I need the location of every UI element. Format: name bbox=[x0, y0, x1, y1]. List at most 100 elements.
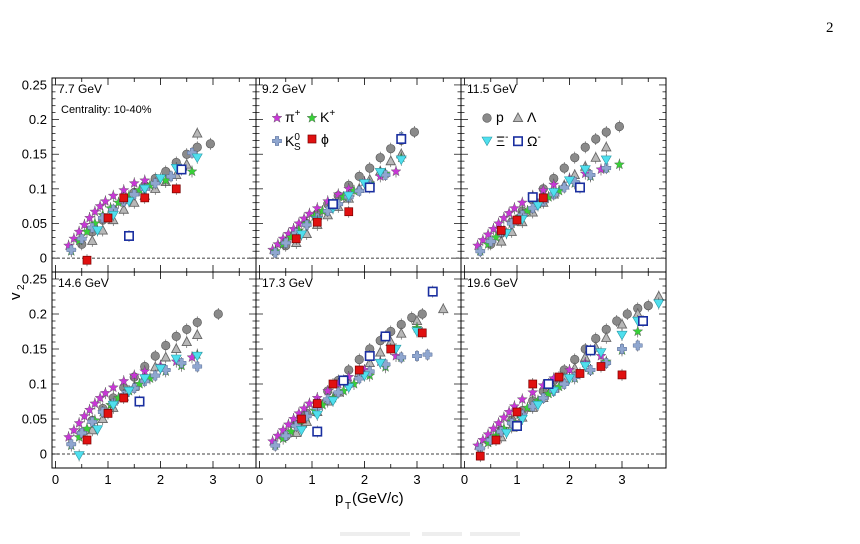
data-point bbox=[564, 364, 575, 375]
data-point bbox=[99, 195, 111, 206]
data-point bbox=[170, 354, 182, 365]
panel-title: 11.5 GeV bbox=[467, 82, 517, 96]
data-point bbox=[354, 186, 365, 196]
series-Ω- bbox=[511, 315, 648, 432]
y-tick-label: 0.2 bbox=[29, 112, 47, 127]
data-point bbox=[107, 400, 119, 411]
series-Ω- bbox=[327, 132, 407, 211]
series-φ bbox=[297, 326, 427, 425]
y-tick-label: 0 bbox=[40, 447, 47, 462]
data-point bbox=[312, 399, 322, 408]
legend-label: Ω- bbox=[527, 132, 541, 149]
data-point bbox=[270, 440, 281, 451]
data-point bbox=[354, 365, 364, 375]
series-Ξ- bbox=[91, 151, 203, 237]
data-point bbox=[91, 226, 104, 236]
data-point bbox=[364, 366, 375, 377]
data-point bbox=[482, 428, 494, 440]
data-point bbox=[396, 319, 406, 330]
data-point bbox=[512, 215, 522, 225]
data-point bbox=[295, 426, 308, 436]
legend-label: Ξ- bbox=[496, 132, 508, 149]
data-point bbox=[380, 331, 391, 342]
data-point bbox=[291, 234, 301, 244]
data-point bbox=[327, 199, 338, 210]
data-point bbox=[73, 451, 85, 461]
data-point bbox=[516, 414, 528, 425]
data-point bbox=[396, 133, 407, 144]
data-point bbox=[161, 340, 171, 351]
legend-label: Λ bbox=[527, 109, 537, 125]
data-point bbox=[493, 417, 505, 428]
data-point bbox=[491, 435, 501, 445]
data-point bbox=[107, 381, 119, 393]
data-point bbox=[192, 317, 202, 328]
panel: 14.6 GeV bbox=[52, 272, 256, 468]
page-number: 2 bbox=[826, 20, 834, 36]
data-point bbox=[76, 233, 87, 244]
data-point bbox=[128, 177, 140, 188]
data-point bbox=[364, 182, 375, 193]
data-point bbox=[267, 435, 279, 447]
data-point bbox=[89, 397, 101, 409]
data-point bbox=[343, 371, 355, 382]
series-Ξ- bbox=[500, 297, 665, 439]
centrality-label: Centrality: 10-40% bbox=[61, 104, 152, 116]
data-point bbox=[595, 348, 607, 358]
series-φ bbox=[82, 392, 129, 446]
data-point bbox=[512, 407, 522, 417]
data-point bbox=[485, 236, 496, 247]
data-point bbox=[601, 163, 612, 173]
data-point bbox=[601, 358, 612, 368]
data-point bbox=[390, 165, 402, 177]
data-point bbox=[482, 228, 494, 240]
data-point bbox=[118, 203, 130, 214]
legend-label: K0 bbox=[285, 132, 300, 149]
v2-figure: 7.7 GeV 9.2 GeV 11.5 GeV 14.6 GeV 17.3 GeV 19… bbox=[7, 77, 667, 510]
legend-marker-k0 bbox=[272, 136, 282, 146]
data-point bbox=[637, 315, 648, 326]
y-tick-label: 0.1 bbox=[29, 377, 47, 392]
x-tick-label: 0 bbox=[256, 472, 263, 487]
data-point bbox=[171, 184, 181, 194]
data-point bbox=[68, 424, 80, 435]
data-point bbox=[375, 153, 385, 163]
data-point bbox=[409, 127, 419, 137]
data-point bbox=[322, 385, 334, 396]
data-point bbox=[475, 451, 485, 461]
data-point bbox=[328, 379, 338, 389]
data-point bbox=[63, 431, 75, 442]
panel: 9.2 GeV bbox=[256, 78, 461, 272]
data-point bbox=[291, 421, 302, 431]
series-Ξ- bbox=[73, 350, 203, 462]
data-point bbox=[632, 340, 643, 351]
data-point bbox=[601, 127, 611, 137]
data-point bbox=[616, 330, 628, 341]
data-point bbox=[139, 374, 151, 384]
data-point bbox=[617, 370, 627, 380]
data-point bbox=[354, 373, 365, 384]
data-point bbox=[301, 220, 312, 230]
series-Ω- bbox=[527, 181, 585, 204]
panel-frames bbox=[51, 77, 667, 469]
data-point bbox=[277, 424, 289, 435]
data-point bbox=[559, 379, 570, 389]
data-point bbox=[118, 375, 130, 386]
y-tick-label: 0.25 bbox=[22, 272, 47, 287]
data-point bbox=[527, 203, 538, 214]
data-point bbox=[498, 411, 510, 423]
data-point bbox=[191, 329, 203, 340]
x-tick-label: 3 bbox=[413, 472, 420, 487]
x-tick-label: 2 bbox=[361, 472, 368, 487]
data-point bbox=[559, 163, 569, 173]
data-point bbox=[103, 213, 113, 223]
data-point bbox=[643, 301, 653, 311]
data-point bbox=[282, 418, 294, 430]
panel: 17.3 GeV bbox=[256, 272, 461, 468]
data-point bbox=[303, 208, 315, 219]
data-point bbox=[417, 309, 427, 319]
series-φ bbox=[82, 182, 181, 267]
data-point bbox=[538, 393, 549, 403]
data-point bbox=[493, 217, 505, 229]
